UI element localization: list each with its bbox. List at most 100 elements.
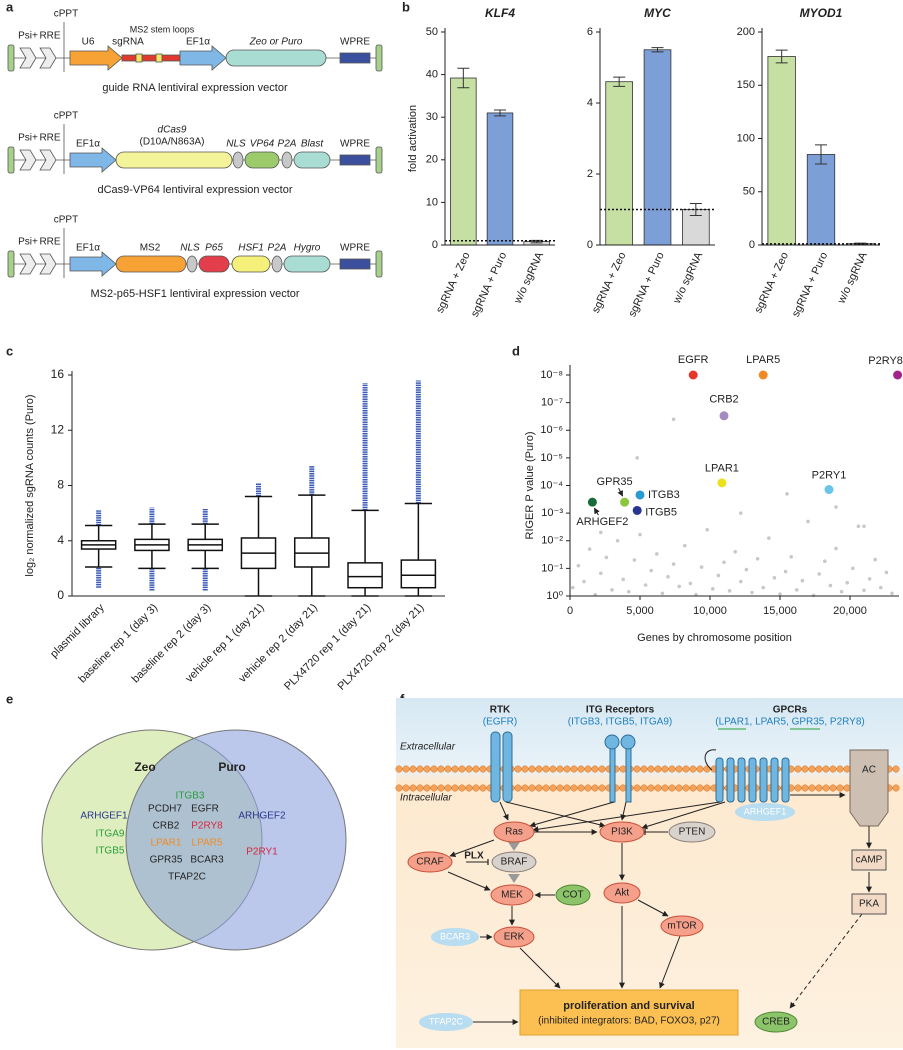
p65 bbox=[198, 255, 230, 273]
label: Psi+ bbox=[18, 133, 38, 144]
lipid-head bbox=[409, 765, 417, 773]
lipid-head bbox=[836, 765, 844, 773]
node-label: CRAF bbox=[416, 857, 443, 868]
point bbox=[767, 536, 771, 540]
panel-label: c bbox=[6, 343, 13, 358]
axis bbox=[569, 365, 899, 597]
label: Psi+ bbox=[18, 31, 38, 42]
nls bbox=[186, 255, 198, 273]
receptor-genes: (EGFR) bbox=[483, 717, 517, 728]
integrin-head bbox=[620, 734, 636, 750]
lipid-head bbox=[521, 784, 529, 792]
y-tick-label: 200 bbox=[737, 26, 755, 38]
outcome: proliferation and survival bbox=[563, 1000, 694, 1012]
vp64 bbox=[244, 151, 280, 169]
point-label: ITGB5 bbox=[645, 506, 677, 518]
lipid-head bbox=[563, 784, 571, 792]
resistance bbox=[225, 49, 327, 67]
lipid-head bbox=[437, 765, 445, 773]
lipid-head bbox=[458, 784, 466, 792]
y-tick-label: 50 bbox=[743, 186, 755, 198]
label: RRE bbox=[39, 31, 60, 42]
highlight-point bbox=[824, 485, 834, 495]
compartment: Intracellular bbox=[400, 793, 452, 804]
label: cPPT bbox=[54, 9, 78, 20]
point bbox=[599, 530, 603, 535]
chart-title: MYC bbox=[644, 6, 671, 20]
helix bbox=[770, 757, 779, 803]
highlight-point bbox=[632, 505, 642, 515]
point bbox=[739, 579, 743, 584]
point bbox=[862, 588, 866, 593]
lipid-head bbox=[584, 784, 592, 792]
label: WPRE bbox=[340, 243, 370, 254]
node-label: Akt bbox=[615, 888, 630, 899]
point bbox=[806, 519, 810, 524]
panel-label: b bbox=[402, 0, 410, 14]
label: P2A bbox=[278, 139, 297, 150]
point bbox=[587, 547, 592, 551]
lipid-head bbox=[465, 765, 473, 773]
gpcr-tail bbox=[704, 749, 717, 771]
rtk-receptor bbox=[502, 731, 513, 803]
label: WPRE bbox=[340, 139, 370, 150]
gene: ARHGEF2 bbox=[238, 811, 286, 822]
helix bbox=[748, 757, 757, 803]
node bbox=[419, 1013, 473, 1031]
point-label: EGFR bbox=[678, 354, 709, 366]
receptor-genes: (LPAR1, LPAR5, GPR35, P2RY8) bbox=[715, 717, 865, 728]
ltr bbox=[375, 250, 383, 278]
ms2 bbox=[115, 255, 187, 273]
y-axis-label: log₂ normalized sgRNA counts (Puro) bbox=[24, 394, 36, 576]
lipid-head bbox=[444, 765, 452, 773]
node bbox=[754, 1011, 798, 1033]
lipid-head bbox=[395, 765, 403, 773]
outcome-box bbox=[519, 989, 739, 1036]
panel-label: a bbox=[6, 0, 14, 14]
hygro bbox=[283, 255, 331, 273]
point bbox=[811, 593, 816, 598]
point bbox=[800, 578, 805, 583]
lipid-head bbox=[815, 784, 823, 792]
point bbox=[867, 577, 872, 581]
gene: P2RY8 bbox=[191, 821, 223, 832]
y-tick-label: 0 bbox=[57, 588, 64, 602]
node-label: MEK bbox=[501, 890, 523, 901]
node-label: ERK bbox=[504, 932, 525, 943]
stem-loop bbox=[135, 53, 143, 63]
point bbox=[727, 589, 732, 593]
node bbox=[555, 884, 591, 906]
point bbox=[750, 590, 754, 595]
ac bbox=[849, 749, 889, 827]
venn-right bbox=[125, 729, 347, 951]
lipid-head bbox=[479, 765, 487, 773]
point bbox=[571, 585, 575, 590]
helix bbox=[781, 757, 790, 803]
label: cPPT bbox=[54, 111, 78, 122]
arrow bbox=[519, 947, 561, 989]
axis bbox=[761, 28, 880, 246]
node-label: cAMP bbox=[856, 855, 883, 866]
vector-guide: Psi+ RRE cPPT U6 sgRNA MS2 stem loops EF… bbox=[7, 9, 383, 94]
venn: Zeo Puro ARHGEF1 ITGA9 ITGB5 ITGB3 PCDH7… bbox=[41, 729, 347, 951]
y-tick-label: 0 bbox=[749, 239, 755, 251]
point bbox=[744, 567, 749, 572]
highlight-point bbox=[893, 370, 903, 380]
y-tick-label: 20 bbox=[426, 154, 438, 166]
lipid-head bbox=[409, 784, 417, 792]
receptor-class: GPCRs bbox=[773, 705, 808, 716]
highlight-point bbox=[758, 370, 768, 380]
point bbox=[834, 546, 838, 551]
point bbox=[823, 559, 827, 564]
node bbox=[431, 928, 479, 946]
point bbox=[711, 587, 715, 591]
lipid-head bbox=[458, 765, 466, 773]
integrin bbox=[609, 744, 616, 803]
psi-element bbox=[19, 149, 37, 171]
lipid-head bbox=[584, 765, 592, 773]
lipid-head bbox=[402, 765, 410, 773]
axis bbox=[71, 371, 445, 597]
point-label: LPAR1 bbox=[705, 463, 739, 475]
y-tick-label: 150 bbox=[737, 79, 755, 91]
gene: P2RY1 bbox=[246, 847, 278, 858]
